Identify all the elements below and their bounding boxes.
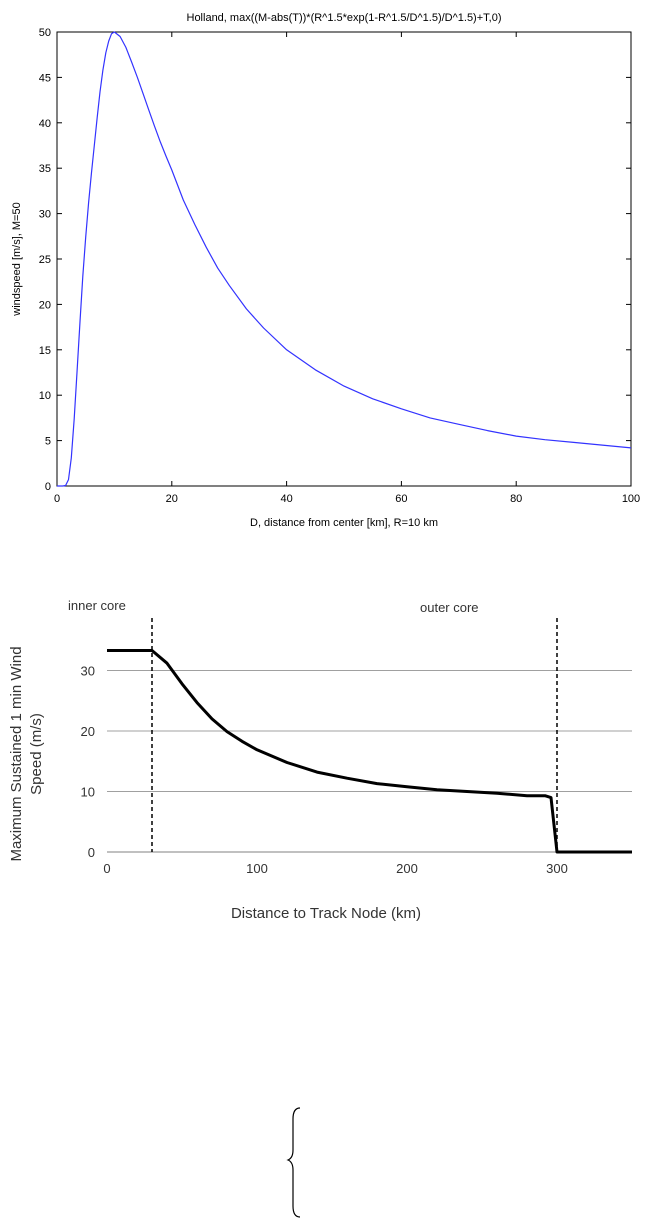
x-axis-label: Distance to Track Node (km) [231,905,421,922]
x-tick-label: 0 [103,861,110,876]
y-axis-label-line-2: Speed (m/s) [28,713,45,795]
x-tick-label: 200 [396,861,418,876]
x-tick-label: 60 [395,493,407,505]
y-tick-label: 5 [45,436,51,448]
y-tick-label: 35 [39,163,51,175]
y-axis-label-line-1: Maximum Sustained 1 min Wind [8,646,25,861]
x-tick-label: 80 [510,493,522,505]
max-sustained-wind-chart: inner core outer core Distance to Track … [8,598,632,922]
y-tick-label: 45 [39,72,51,84]
x-tick-label: 0 [54,493,60,505]
y-tick-label: 50 [39,27,51,39]
y-tick-label: 20 [39,299,51,311]
y-tick-label: 0 [88,845,95,860]
x-tick-label: 20 [166,493,178,505]
y-tick-label: 20 [81,724,95,739]
y-tick-label: 30 [39,209,51,221]
y-tick-label: 10 [39,390,51,402]
x-tick-label: 100 [246,861,268,876]
y-tick-label: 0 [45,481,51,493]
series-line [107,649,632,854]
y-tick-label: 40 [39,118,51,130]
y-tick-label: 10 [81,785,95,800]
curly-brace-icon [286,1107,301,1218]
annotation-inner-core: inner core [68,598,126,613]
holland-wind-profile-chart: Holland, max((M-abs(T))*(R^1.5*exp(1-R^1… [11,12,640,529]
y-tick-label: 15 [39,345,51,357]
series-line [57,31,632,487]
x-tick-label: 300 [546,861,568,876]
y-tick-label: 30 [81,664,95,679]
x-tick-label: 100 [622,493,640,505]
plot-frame [56,31,632,487]
y-axis-label: windspeed [m/s], M=50 [11,202,23,316]
annotation-outer-core: outer core [420,600,479,615]
y-tick-label: 25 [39,254,51,266]
x-tick-label: 40 [280,493,292,505]
chart-title: Holland, max((M-abs(T))*(R^1.5*exp(1-R^1… [187,12,502,24]
x-axis-label: D, distance from center [km], R=10 km [250,517,438,529]
